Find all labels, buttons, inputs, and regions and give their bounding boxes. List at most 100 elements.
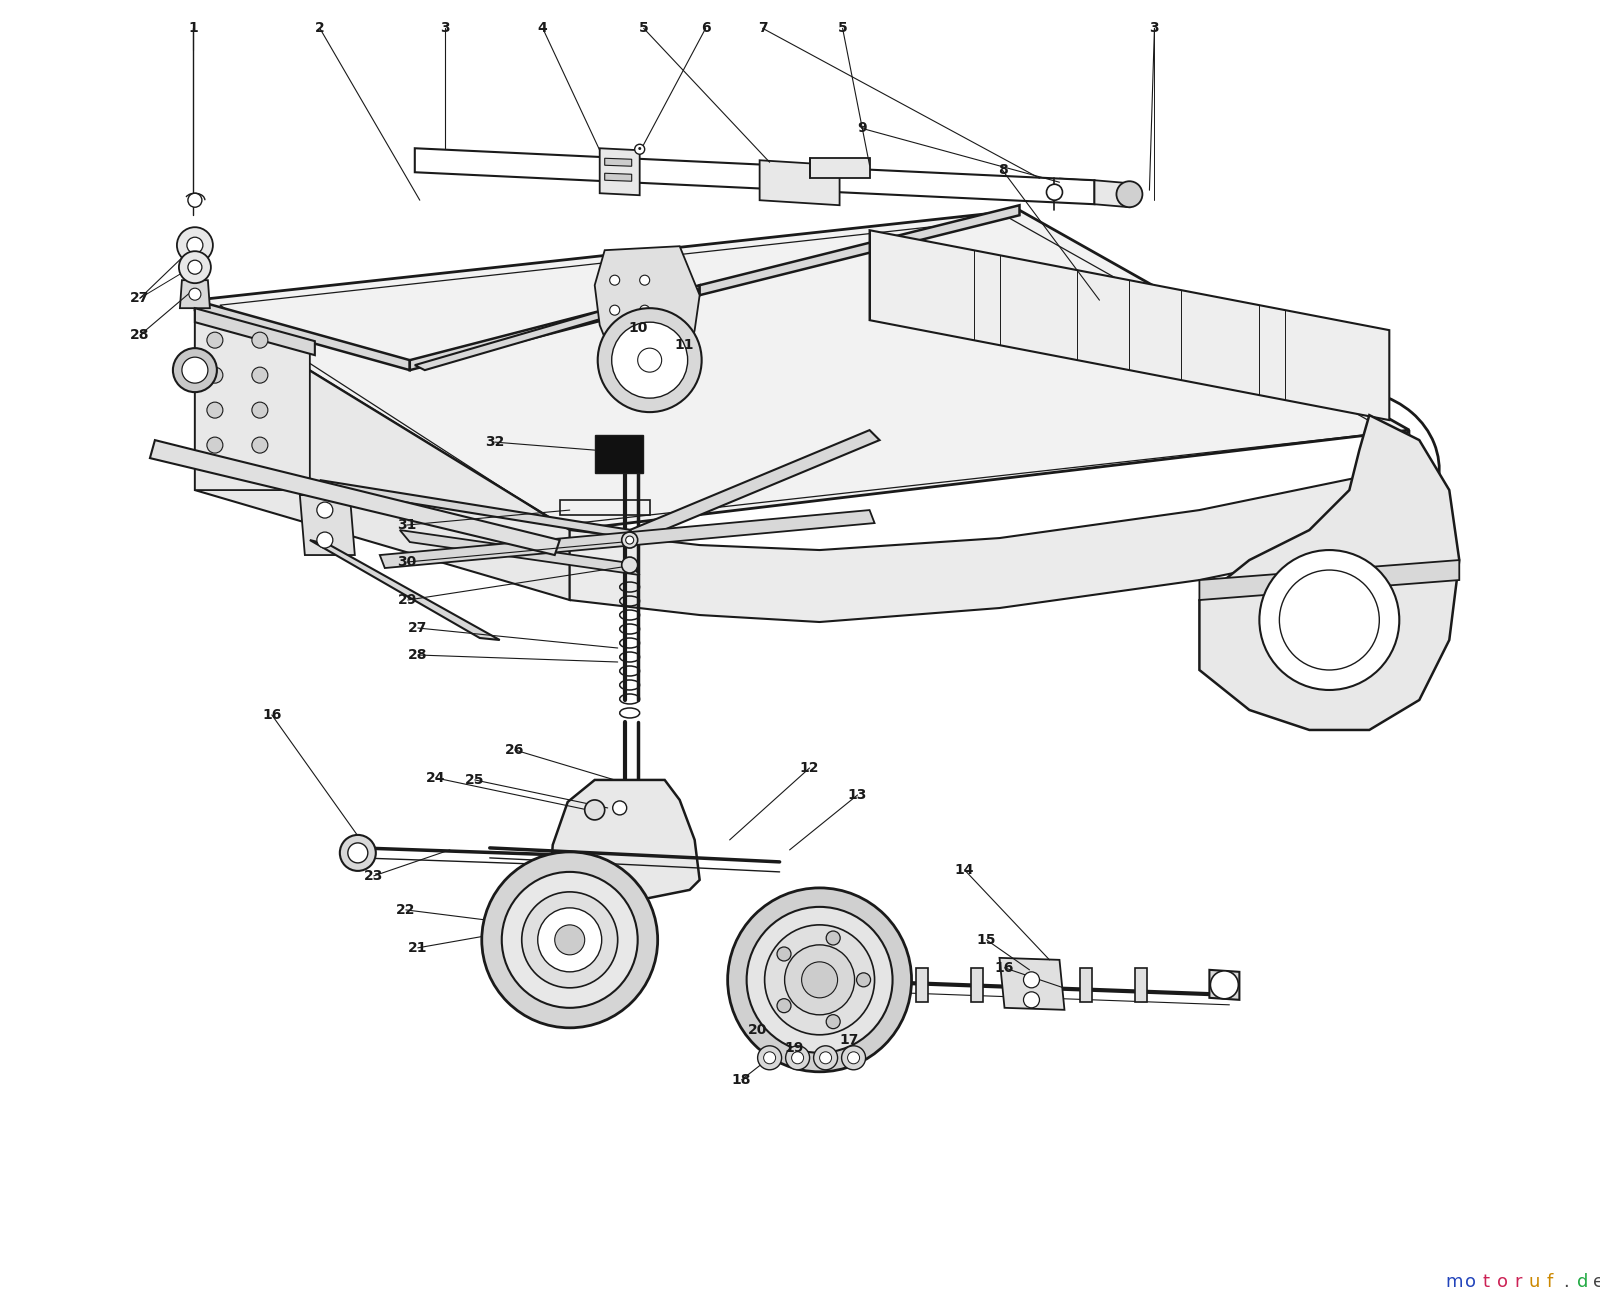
Circle shape (206, 367, 222, 383)
Text: 32: 32 (485, 435, 504, 449)
Text: t: t (1483, 1273, 1490, 1290)
Circle shape (848, 1052, 859, 1064)
Text: m: m (1445, 1273, 1462, 1290)
Polygon shape (410, 286, 699, 371)
Circle shape (622, 532, 638, 548)
Circle shape (317, 502, 333, 517)
Text: 10: 10 (627, 321, 648, 335)
Circle shape (538, 908, 602, 972)
Circle shape (813, 1045, 837, 1070)
Circle shape (1046, 185, 1062, 200)
Polygon shape (600, 148, 640, 195)
Circle shape (635, 144, 645, 155)
Circle shape (763, 1052, 776, 1064)
Polygon shape (195, 210, 1410, 531)
Text: u: u (1528, 1273, 1539, 1290)
Polygon shape (1210, 969, 1240, 1000)
Polygon shape (1026, 968, 1037, 1002)
Text: 29: 29 (398, 593, 418, 607)
Text: •: • (637, 144, 643, 153)
Circle shape (638, 348, 662, 372)
Circle shape (826, 1015, 840, 1028)
Text: 28: 28 (408, 648, 427, 662)
Circle shape (502, 872, 638, 1007)
Text: 21: 21 (408, 941, 427, 955)
Circle shape (765, 925, 875, 1035)
Polygon shape (150, 440, 560, 555)
Polygon shape (320, 479, 640, 540)
Polygon shape (1000, 958, 1064, 1010)
Polygon shape (379, 510, 875, 569)
Polygon shape (1094, 181, 1130, 207)
Text: 1: 1 (189, 21, 198, 35)
Polygon shape (310, 540, 499, 641)
Circle shape (251, 367, 267, 383)
Polygon shape (195, 300, 410, 371)
Circle shape (584, 800, 605, 820)
Polygon shape (699, 206, 1019, 295)
Text: e: e (1592, 1273, 1600, 1290)
Circle shape (251, 438, 267, 453)
Polygon shape (915, 968, 928, 1002)
Circle shape (187, 237, 203, 253)
Polygon shape (869, 231, 1389, 421)
Circle shape (826, 931, 840, 945)
Circle shape (187, 194, 202, 207)
Circle shape (611, 322, 688, 398)
Circle shape (522, 892, 618, 988)
Text: 24: 24 (426, 772, 445, 785)
Text: 2: 2 (315, 21, 325, 35)
Polygon shape (195, 300, 570, 600)
Polygon shape (550, 779, 699, 900)
Polygon shape (971, 968, 982, 1002)
Text: r: r (1515, 1273, 1522, 1290)
Circle shape (786, 1045, 810, 1070)
Polygon shape (1200, 561, 1459, 600)
Circle shape (842, 1045, 866, 1070)
Text: 11: 11 (675, 338, 694, 352)
Circle shape (251, 402, 267, 418)
Text: 20: 20 (747, 1023, 768, 1036)
Circle shape (1024, 992, 1040, 1007)
Text: 9: 9 (856, 122, 866, 135)
Circle shape (173, 348, 218, 392)
Polygon shape (1200, 415, 1459, 730)
Text: 12: 12 (800, 761, 819, 776)
Circle shape (802, 962, 837, 998)
Text: o: o (1496, 1273, 1507, 1290)
Circle shape (758, 1045, 782, 1070)
Circle shape (347, 842, 368, 863)
Circle shape (728, 888, 912, 1072)
Polygon shape (605, 159, 632, 166)
Circle shape (206, 333, 222, 348)
Circle shape (182, 358, 208, 383)
Circle shape (178, 227, 213, 263)
Text: 28: 28 (130, 329, 150, 342)
Text: 30: 30 (397, 555, 416, 569)
Text: f: f (1547, 1273, 1554, 1290)
Circle shape (626, 536, 634, 544)
Polygon shape (400, 531, 640, 575)
Text: 6: 6 (701, 21, 710, 35)
Circle shape (610, 275, 619, 286)
Circle shape (1280, 570, 1379, 669)
Polygon shape (570, 430, 1410, 622)
Text: 16: 16 (262, 707, 282, 722)
Circle shape (778, 998, 790, 1013)
Text: 15: 15 (976, 933, 997, 947)
Circle shape (819, 1052, 832, 1064)
Text: 4: 4 (538, 21, 547, 35)
Circle shape (792, 1052, 803, 1064)
Polygon shape (299, 495, 355, 555)
Circle shape (482, 852, 658, 1028)
Circle shape (640, 305, 650, 316)
Circle shape (784, 945, 854, 1015)
Text: 14: 14 (955, 863, 974, 876)
Text: 16: 16 (995, 960, 1014, 975)
Text: 31: 31 (397, 517, 416, 532)
Polygon shape (760, 160, 840, 206)
Text: 27: 27 (408, 621, 427, 635)
Polygon shape (605, 173, 632, 181)
Polygon shape (179, 280, 210, 308)
Text: 7: 7 (758, 21, 768, 35)
